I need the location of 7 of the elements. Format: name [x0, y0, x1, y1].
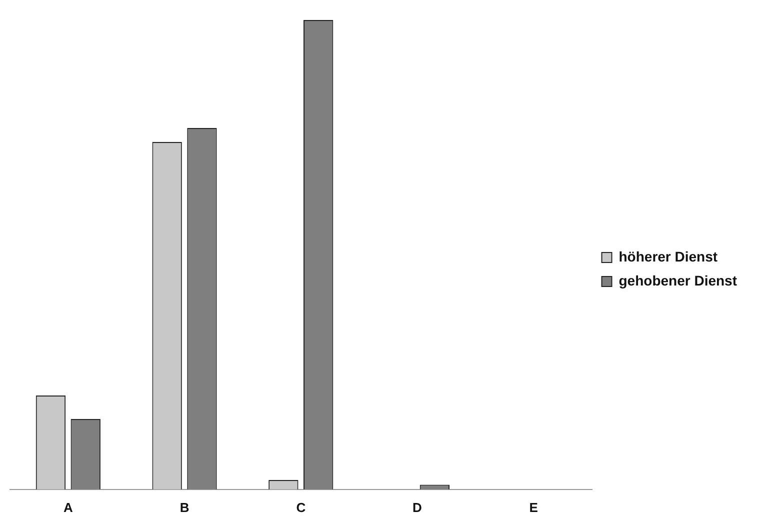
x-tick-label: A: [63, 500, 74, 515]
x-tick-label: E: [529, 500, 538, 515]
x-tick-label: C: [296, 500, 306, 515]
x-tick-label: B: [180, 500, 190, 515]
x-tick-label: D: [412, 500, 422, 515]
legend-label: gehobener Dienst: [618, 272, 738, 288]
legend-label: höherer Dienst: [618, 248, 718, 264]
